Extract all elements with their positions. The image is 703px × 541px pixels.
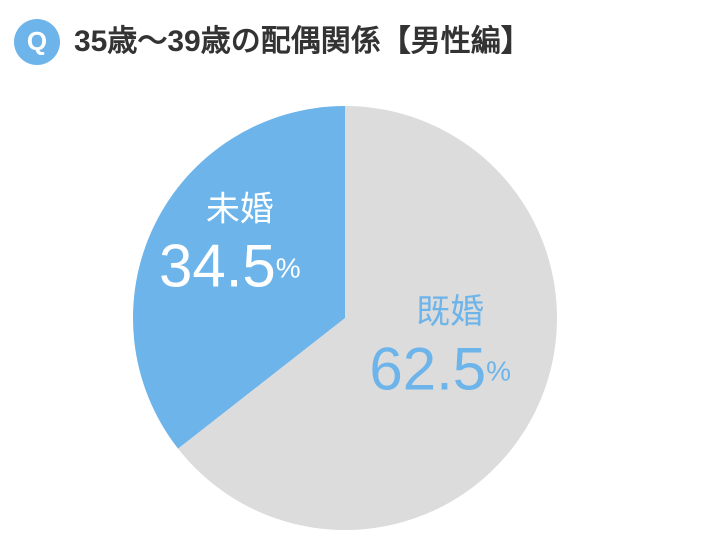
pie-slice (133, 106, 345, 449)
slice-value: 34.5% (159, 233, 301, 300)
slice-value: 62.5% (369, 335, 511, 402)
value-label: 34.5 (159, 233, 276, 300)
value-label: 62.5 (369, 335, 486, 402)
value-unit: % (486, 356, 511, 387)
value-unit: % (276, 253, 301, 284)
chart-title: 35歳～39歳の配偶関係【男性編】 (74, 25, 531, 58)
pie-slice (178, 106, 557, 530)
slice-label: 既婚 (416, 293, 484, 331)
slice-label: 未婚 (206, 191, 274, 229)
badge-circle (14, 19, 60, 65)
badge: Q (27, 26, 47, 56)
pie (133, 106, 557, 530)
